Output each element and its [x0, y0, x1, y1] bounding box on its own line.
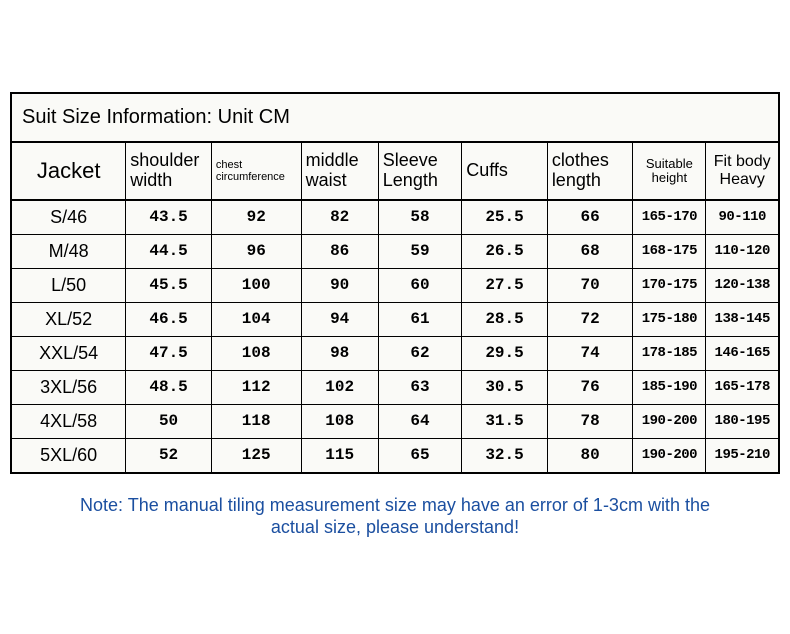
table-cell: 146-165 — [706, 336, 779, 370]
column-header: Jacket — [11, 142, 126, 200]
table-cell: 90 — [301, 268, 378, 302]
table-cell: 76 — [547, 370, 633, 404]
table-cell: 3XL/56 — [11, 370, 126, 404]
table-row: L/5045.5100906027.570170-175120-138 — [11, 268, 779, 302]
table-cell: 180-195 — [706, 404, 779, 438]
table-cell: 138-145 — [706, 302, 779, 336]
table-cell: 78 — [547, 404, 633, 438]
table-cell: 100 — [211, 268, 301, 302]
size-chart-wrapper: Suit Size Information: Unit CM Jacketsho… — [0, 0, 790, 539]
column-header: clothes length — [547, 142, 633, 200]
table-cell: 190-200 — [633, 404, 706, 438]
size-chart-table: Suit Size Information: Unit CM Jacketsho… — [10, 92, 780, 474]
table-cell: 63 — [378, 370, 461, 404]
table-cell: 112 — [211, 370, 301, 404]
table-cell: XL/52 — [11, 302, 126, 336]
table-cell: 31.5 — [462, 404, 548, 438]
table-cell: 48.5 — [126, 370, 212, 404]
table-cell: 62 — [378, 336, 461, 370]
table-cell: 5XL/60 — [11, 438, 126, 473]
column-header: Sleeve Length — [378, 142, 461, 200]
table-cell: 190-200 — [633, 438, 706, 473]
table-cell: 108 — [301, 404, 378, 438]
table-cell: 30.5 — [462, 370, 548, 404]
table-cell: 29.5 — [462, 336, 548, 370]
table-cell: 104 — [211, 302, 301, 336]
table-cell: 178-185 — [633, 336, 706, 370]
table-cell: 185-190 — [633, 370, 706, 404]
table-cell: 28.5 — [462, 302, 548, 336]
table-row: XL/5246.5104946128.572175-180138-145 — [11, 302, 779, 336]
table-cell: 58 — [378, 200, 461, 235]
table-cell: 25.5 — [462, 200, 548, 235]
table-cell: M/48 — [11, 234, 126, 268]
column-header: Suitable height — [633, 142, 706, 200]
table-cell: 59 — [378, 234, 461, 268]
table-cell: 52 — [126, 438, 212, 473]
table-row: 4XL/58501181086431.578190-200180-195 — [11, 404, 779, 438]
table-cell: 61 — [378, 302, 461, 336]
table-cell: 82 — [301, 200, 378, 235]
table-cell: 170-175 — [633, 268, 706, 302]
table-body: S/4643.592825825.566165-17090-110M/4844.… — [11, 200, 779, 473]
table-cell: 65 — [378, 438, 461, 473]
table-cell: 195-210 — [706, 438, 779, 473]
table-cell: 68 — [547, 234, 633, 268]
table-cell: 168-175 — [633, 234, 706, 268]
table-row: M/4844.596865926.568168-175110-120 — [11, 234, 779, 268]
table-cell: S/46 — [11, 200, 126, 235]
table-cell: 45.5 — [126, 268, 212, 302]
table-cell: 118 — [211, 404, 301, 438]
table-cell: 74 — [547, 336, 633, 370]
table-cell: 165-178 — [706, 370, 779, 404]
table-cell: 46.5 — [126, 302, 212, 336]
table-cell: 64 — [378, 404, 461, 438]
table-cell: 108 — [211, 336, 301, 370]
table-cell: 175-180 — [633, 302, 706, 336]
table-cell: 47.5 — [126, 336, 212, 370]
table-cell: 60 — [378, 268, 461, 302]
table-cell: 90-110 — [706, 200, 779, 235]
table-header-row: Jacketshoulder widthchest circumferencem… — [11, 142, 779, 200]
table-cell: XXL/54 — [11, 336, 126, 370]
table-cell: 86 — [301, 234, 378, 268]
table-cell: 32.5 — [462, 438, 548, 473]
measurement-note: Note: The manual tiling measurement size… — [10, 474, 780, 539]
table-cell: 72 — [547, 302, 633, 336]
table-cell: 44.5 — [126, 234, 212, 268]
table-cell: 98 — [301, 336, 378, 370]
table-title-row: Suit Size Information: Unit CM — [11, 93, 779, 142]
table-cell: L/50 — [11, 268, 126, 302]
table-cell: 115 — [301, 438, 378, 473]
table-row: S/4643.592825825.566165-17090-110 — [11, 200, 779, 235]
table-row: 5XL/60521251156532.580190-200195-210 — [11, 438, 779, 473]
table-cell: 80 — [547, 438, 633, 473]
table-cell: 50 — [126, 404, 212, 438]
table-cell: 96 — [211, 234, 301, 268]
table-row: XXL/5447.5108986229.574178-185146-165 — [11, 336, 779, 370]
table-cell: 66 — [547, 200, 633, 235]
column-header: Cuffs — [462, 142, 548, 200]
table-cell: 26.5 — [462, 234, 548, 268]
table-row: 3XL/5648.51121026330.576185-190165-178 — [11, 370, 779, 404]
table-cell: 94 — [301, 302, 378, 336]
table-cell: 4XL/58 — [11, 404, 126, 438]
table-cell: 102 — [301, 370, 378, 404]
table-title: Suit Size Information: Unit CM — [11, 93, 779, 142]
table-cell: 92 — [211, 200, 301, 235]
column-header: middle waist — [301, 142, 378, 200]
column-header: shoulder width — [126, 142, 212, 200]
table-cell: 125 — [211, 438, 301, 473]
table-cell: 165-170 — [633, 200, 706, 235]
table-cell: 27.5 — [462, 268, 548, 302]
table-cell: 110-120 — [706, 234, 779, 268]
column-header: Fit body Heavy — [706, 142, 779, 200]
column-header: chest circumference — [211, 142, 301, 200]
table-cell: 70 — [547, 268, 633, 302]
table-cell: 43.5 — [126, 200, 212, 235]
table-cell: 120-138 — [706, 268, 779, 302]
